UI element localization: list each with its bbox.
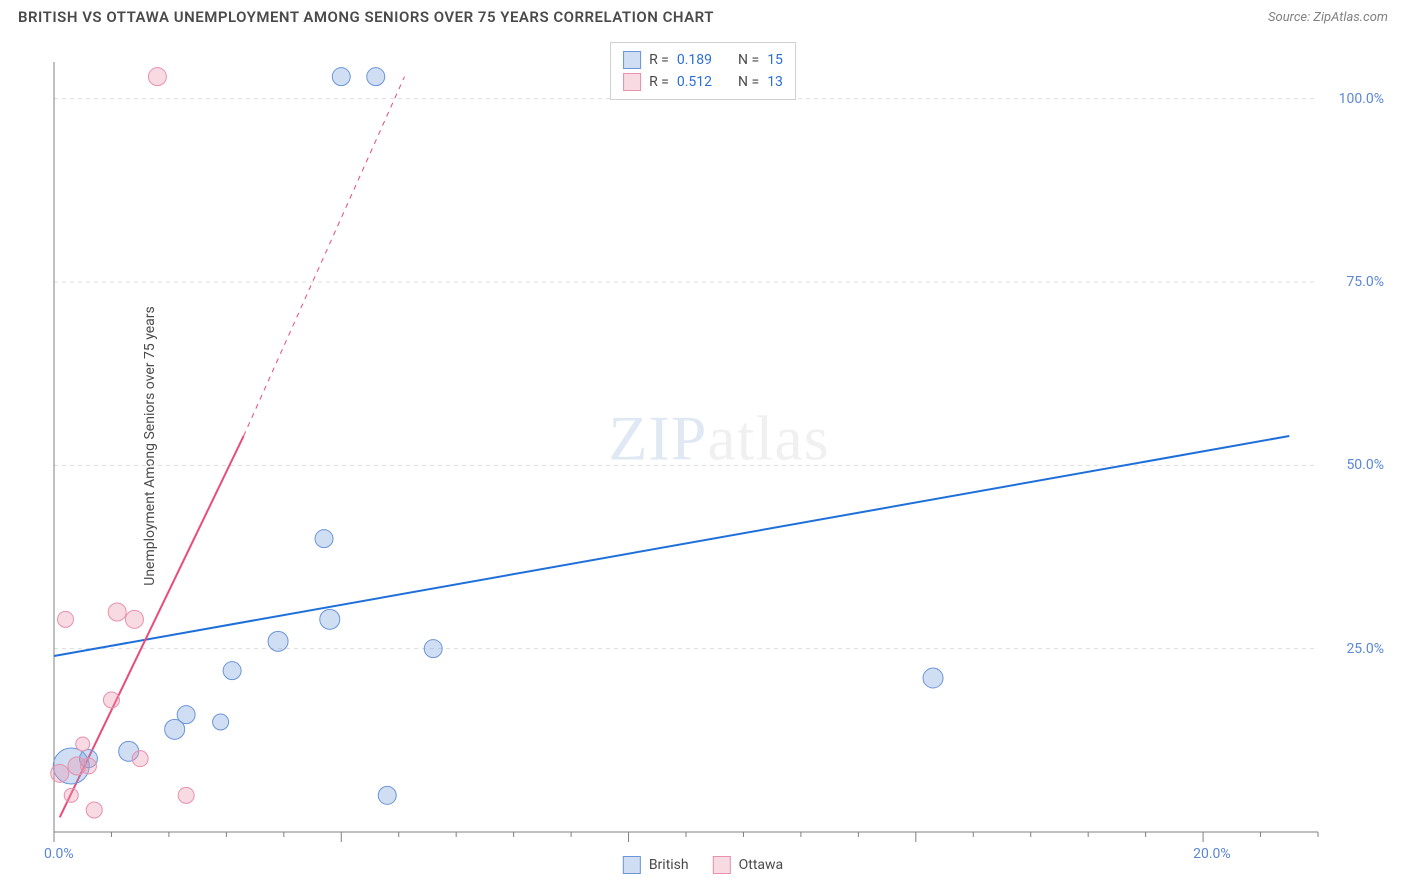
- legend-swatch: [623, 73, 641, 91]
- x-tick-label: 20.0%: [1193, 846, 1231, 862]
- series-legend-item: Ottawa: [713, 856, 784, 874]
- y-tick-label: 25.0%: [1346, 641, 1384, 657]
- legend-row: R = 0.512 N = 13: [623, 71, 783, 93]
- y-tick-label: 100.0%: [1339, 91, 1384, 107]
- legend-swatch: [623, 856, 641, 874]
- series-legend-label: Ottawa: [739, 857, 784, 873]
- legend-r-value: 0.189: [677, 52, 712, 68]
- legend-n-label: N =: [738, 52, 759, 68]
- legend-n-label: N =: [738, 74, 759, 90]
- legend-n-value: 15: [767, 52, 783, 68]
- page-title: BRITISH VS OTTAWA UNEMPLOYMENT AMONG SEN…: [18, 8, 714, 26]
- correlation-legend: R = 0.189 N = 15 R = 0.512 N = 13: [610, 42, 796, 100]
- source-label: Source: ZipAtlas.com: [1268, 10, 1388, 25]
- legend-row: R = 0.189 N = 15: [623, 49, 783, 71]
- series-legend: British Ottawa: [623, 856, 783, 874]
- legend-swatch: [713, 856, 731, 874]
- chart-area: ZIPatlas 25.0%50.0%75.0%100.0%0.0%20.0%: [50, 42, 1388, 842]
- series-legend-label: British: [649, 857, 689, 873]
- legend-r-value: 0.512: [677, 74, 712, 90]
- legend-r-label: R =: [649, 52, 669, 68]
- y-tick-label: 50.0%: [1346, 457, 1384, 473]
- legend-n-value: 13: [767, 74, 783, 90]
- x-tick-label: 0.0%: [44, 846, 74, 862]
- scatter-plot: [50, 42, 1388, 842]
- legend-r-label: R =: [649, 74, 669, 90]
- series-legend-item: British: [623, 856, 689, 874]
- legend-swatch: [623, 51, 641, 69]
- y-tick-label: 75.0%: [1346, 274, 1384, 290]
